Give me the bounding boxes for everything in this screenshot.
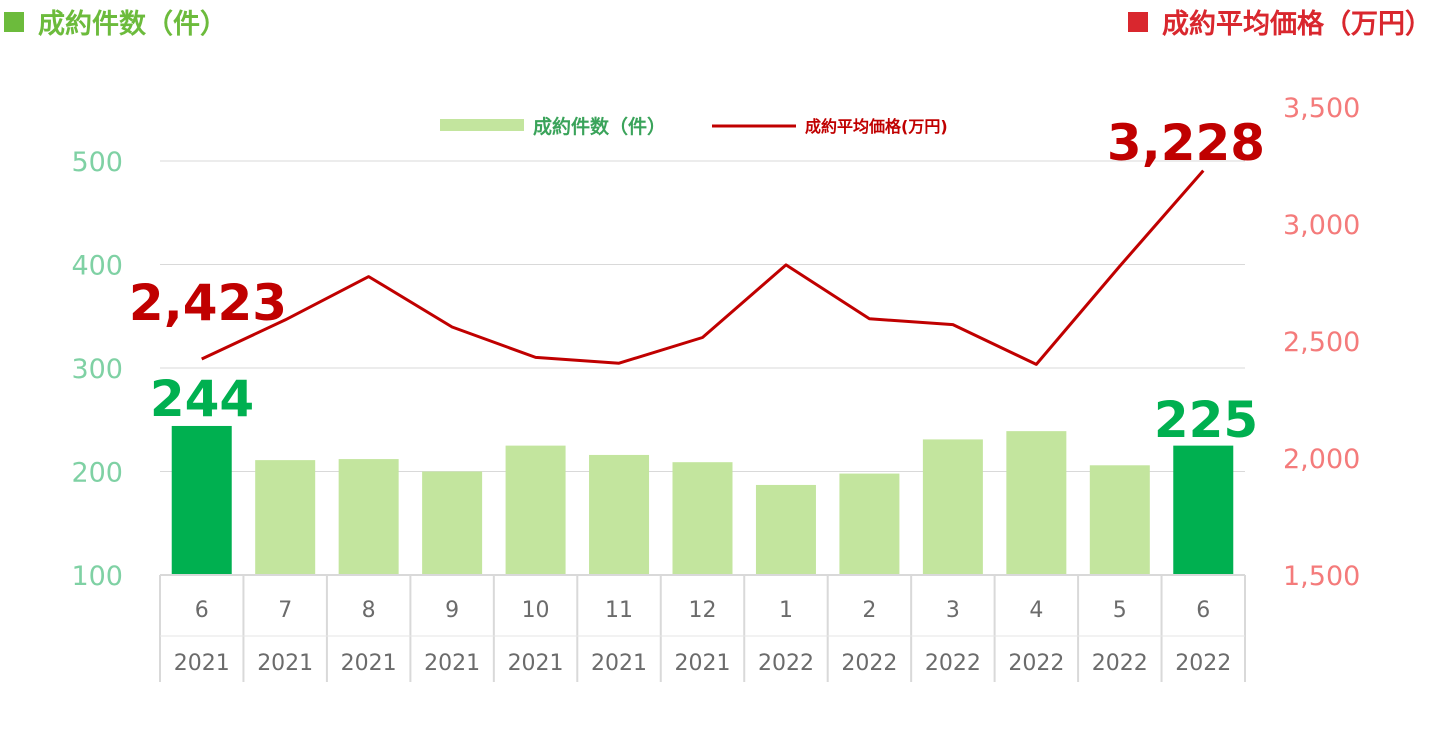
- left-axis-tick-label: 400: [71, 251, 123, 282]
- right-axis-tick-label: 3,500: [1283, 93, 1360, 124]
- right-axis-tick-label: 2,500: [1283, 327, 1360, 358]
- left-axis-tick-label: 100: [71, 561, 123, 592]
- category-month-label: 7: [278, 598, 292, 623]
- category-year-label: 2021: [174, 651, 230, 676]
- bar-highlight: [171, 425, 232, 575]
- category-month-label: 6: [195, 598, 209, 623]
- category-year-label: 2021: [424, 651, 480, 676]
- bar: [422, 471, 483, 575]
- legend-bar-swatch: [440, 119, 524, 131]
- left-axis-title-text: 成約件数（件）: [38, 9, 227, 40]
- data-labels: 2,423 3,228 244 225: [129, 114, 1265, 449]
- legend-bar-label: 成約件数（件）: [533, 115, 666, 138]
- category-year-label: 2021: [341, 651, 397, 676]
- price-line: [201, 169, 1205, 366]
- right-axis-tick-label: 1,500: [1283, 561, 1360, 592]
- category-year-label: 2022: [1092, 651, 1148, 676]
- gridlines: [160, 160, 1245, 472]
- right-axis-title: 成約平均価格（万円）: [1128, 2, 1432, 41]
- category-month-label: 2: [862, 598, 876, 623]
- green-square-icon: [4, 11, 24, 32]
- category-month-label: 9: [445, 598, 459, 623]
- left-axis-tick-label: 500: [71, 147, 123, 178]
- bar-series: [160, 425, 1245, 576]
- bar: [255, 460, 316, 575]
- bar: [672, 462, 733, 575]
- right-axis-title-text: 成約平均価格（万円）: [1162, 9, 1432, 40]
- category-year-label: 2022: [1008, 651, 1064, 676]
- red-square-icon: [1128, 11, 1148, 32]
- bar-highlight: [1173, 445, 1234, 575]
- category-month-label: 1: [779, 598, 793, 623]
- bar: [338, 459, 399, 575]
- category-month-label: 3: [946, 598, 960, 623]
- category-month-label: 5: [1113, 598, 1127, 623]
- category-month-label: 12: [689, 598, 717, 623]
- price-label-first: 2,423: [129, 274, 287, 332]
- right-axis-ticks: 1,500 2,000 2,500 3,000 3,500: [1283, 93, 1360, 592]
- category-month-label: 10: [522, 598, 550, 623]
- right-axis-tick-label: 3,000: [1283, 210, 1360, 241]
- category-table: 6202172021820219202110202111202112202112…: [159, 575, 1246, 682]
- category-year-label: 2022: [758, 651, 814, 676]
- category-year-label: 2022: [925, 651, 981, 676]
- category-year-label: 2021: [591, 651, 647, 676]
- left-axis-tick-label: 200: [71, 458, 123, 489]
- bar: [922, 439, 983, 575]
- bar: [589, 454, 650, 575]
- bar: [1089, 465, 1150, 575]
- price-label-last: 3,228: [1107, 114, 1265, 172]
- category-year-label: 2021: [257, 651, 313, 676]
- bar: [1006, 431, 1067, 575]
- legend-line-label: 成約平均価格(万円): [805, 117, 948, 136]
- left-axis-title: 成約件数（件）: [4, 2, 227, 41]
- bar: [505, 445, 566, 575]
- category-year-label: 2021: [675, 651, 731, 676]
- category-month-label: 6: [1196, 598, 1210, 623]
- bar: [839, 473, 900, 575]
- line-series: [201, 169, 1205, 366]
- legend: 成約件数（件） 成約平均価格(万円): [440, 115, 948, 138]
- count-label-first: 244: [150, 370, 254, 428]
- category-month-label: 4: [1029, 598, 1043, 623]
- category-year-label: 2022: [1175, 651, 1231, 676]
- left-axis-tick-label: 300: [71, 354, 123, 385]
- category-year-label: 2021: [508, 651, 564, 676]
- count-label-last: 225: [1154, 391, 1258, 449]
- left-axis-ticks: 100 200 300 400 500: [71, 147, 123, 592]
- category-month-label: 11: [605, 598, 633, 623]
- right-axis-tick-label: 2,000: [1283, 444, 1360, 475]
- category-month-label: 8: [362, 598, 376, 623]
- bar: [755, 484, 816, 575]
- category-year-label: 2022: [841, 651, 897, 676]
